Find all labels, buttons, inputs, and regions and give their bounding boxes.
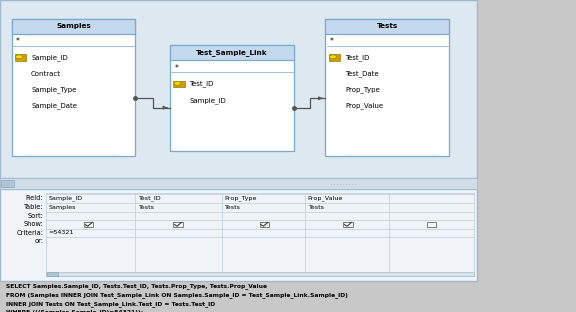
Text: Contract: Contract [31,71,61,77]
FancyBboxPatch shape [325,19,449,34]
Text: Tests: Tests [377,23,398,29]
Text: SELECT Samples.Sample_ID, Tests.Test_ID, Tests.Prop_Type, Tests.Prop_Value: SELECT Samples.Sample_ID, Tests.Test_ID,… [6,283,267,289]
Text: *: * [330,37,334,46]
FancyBboxPatch shape [47,272,58,276]
FancyBboxPatch shape [1,180,14,187]
Text: =54321: =54321 [48,230,74,235]
Text: WHERE (((Samples.Sample_ID)=54321));: WHERE (((Samples.Sample_ID)=54321)); [6,310,143,312]
FancyBboxPatch shape [0,189,477,281]
FancyBboxPatch shape [427,222,436,227]
FancyBboxPatch shape [173,222,183,227]
Text: Sample_ID: Sample_ID [48,195,82,201]
Text: FROM (Samples INNER JOIN Test_Sample_Link ON Samples.Sample_ID = Test_Sample_Lin: FROM (Samples INNER JOIN Test_Sample_Lin… [6,292,348,298]
Text: Prop_Type: Prop_Type [345,86,380,93]
FancyBboxPatch shape [0,0,477,178]
Text: INNER JOIN Tests ON Test_Sample_Link.Test_ID = Tests.Test_ID: INNER JOIN Tests ON Test_Sample_Link.Tes… [6,301,215,307]
FancyBboxPatch shape [84,222,93,227]
FancyBboxPatch shape [12,19,135,156]
FancyBboxPatch shape [170,45,294,151]
Text: Samples: Samples [48,205,76,210]
Text: Sample_Type: Sample_Type [31,86,77,93]
Text: *: * [16,37,20,46]
FancyBboxPatch shape [46,272,474,276]
Text: Sample_ID: Sample_ID [190,97,226,104]
Text: Field:: Field: [25,195,43,201]
Text: Table:: Table: [24,204,43,211]
Text: Test_ID: Test_ID [190,80,214,87]
FancyBboxPatch shape [12,19,135,34]
Text: Prop_Value: Prop_Value [345,103,383,110]
Text: Test_ID: Test_ID [138,195,160,201]
FancyBboxPatch shape [325,19,449,156]
Text: Show:: Show: [24,221,43,227]
Text: Prop_Value: Prop_Value [308,195,343,201]
FancyBboxPatch shape [170,45,294,60]
Circle shape [16,55,22,59]
Circle shape [329,55,336,59]
Circle shape [174,81,181,85]
FancyBboxPatch shape [0,178,477,189]
FancyBboxPatch shape [343,222,353,227]
Text: Tests: Tests [138,205,154,210]
Text: Criteria:: Criteria: [16,230,43,236]
FancyBboxPatch shape [15,54,26,61]
FancyBboxPatch shape [329,54,340,61]
Text: *: * [175,64,179,72]
Text: . . . . . . . . .: . . . . . . . . . [331,181,356,186]
Text: Test_ID: Test_ID [345,54,369,61]
Text: Sample_Date: Sample_Date [31,103,77,110]
Text: or:: or: [34,238,43,244]
Text: Tests: Tests [308,205,324,210]
Text: Prop_Type: Prop_Type [224,195,256,201]
Text: Sort:: Sort: [27,213,43,219]
FancyBboxPatch shape [173,81,185,87]
Text: Test_Date: Test_Date [345,70,378,77]
Text: Sample_ID: Sample_ID [31,54,68,61]
Text: Tests: Tests [224,205,240,210]
FancyBboxPatch shape [260,222,269,227]
Text: Samples: Samples [56,23,91,29]
Text: Test_Sample_Link: Test_Sample_Link [196,49,268,56]
